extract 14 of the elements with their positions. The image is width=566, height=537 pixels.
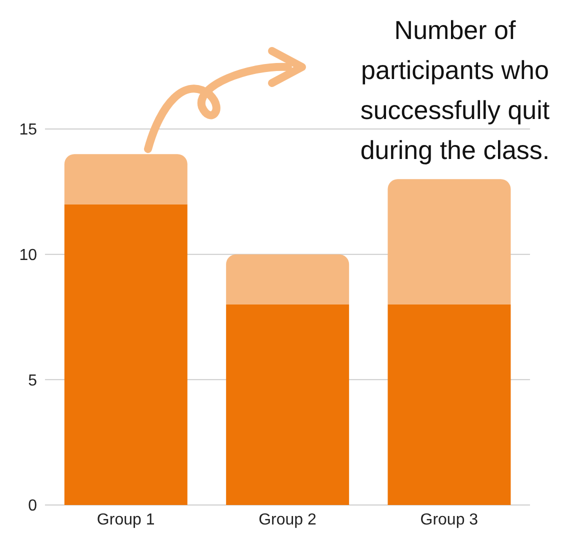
bar [226,304,350,505]
bar [388,304,511,505]
bar [226,254,350,304]
annotation: Number of participants who successfully quit during the class. [359,14,551,167]
y-tick-label: 10 [19,247,38,264]
x-tick-label: Group 2 [258,511,317,528]
x-tick-label: Group 1 [96,511,155,528]
y-tick-label: 15 [19,122,38,139]
bar [388,179,511,304]
x-tick-label: Group 3 [420,511,478,528]
y-tick-label: 5 [28,372,38,390]
bar [64,204,188,505]
y-tick-label: 0 [28,498,38,515]
bar [64,154,188,204]
